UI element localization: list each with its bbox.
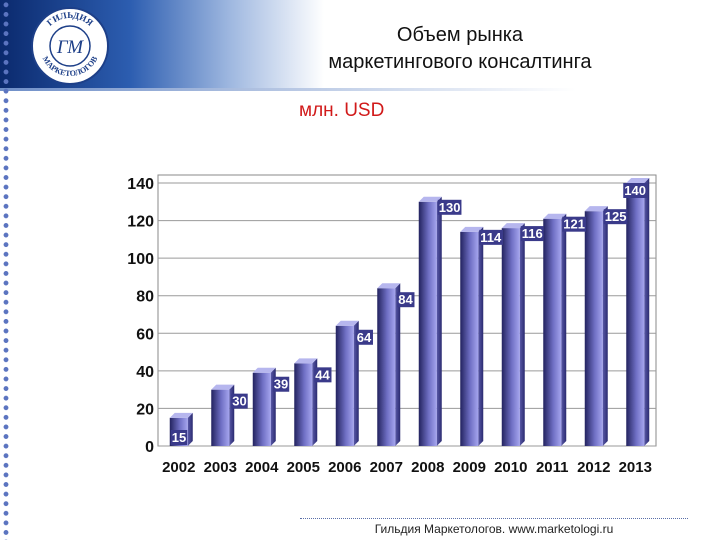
header-banner [0,0,720,88]
bar-top [501,223,525,229]
unit-label: млн. USD [299,100,385,121]
y-tick-label: 100 [127,251,154,268]
bar-side [187,412,193,446]
bar-side [353,320,359,446]
footer-divider [300,518,688,519]
bar [418,201,437,446]
data-label-bg [314,367,332,383]
title-line-2: маркетингового консалтинга [328,51,592,73]
x-tick-label: 2006 [328,459,361,476]
data-label-bg [397,292,415,308]
bar-top [460,226,484,232]
bar-top [211,384,235,390]
x-tick-label: 2002 [162,459,195,476]
bar-side [436,196,442,446]
bar [294,363,313,446]
bar-top [169,412,193,418]
data-label-bg [272,376,290,392]
data-label-bg [170,430,188,445]
bar [626,183,645,446]
y-tick-label: 40 [136,364,154,381]
bar-side [478,226,484,446]
bar [501,228,520,446]
data-label: 125 [605,209,627,224]
data-label-bg [562,216,586,232]
bar-top [418,196,442,202]
bar [377,288,396,446]
y-tick-label: 60 [136,326,154,343]
y-tick-label: 120 [127,214,154,231]
x-tick-label: 2007 [370,459,403,476]
data-label: 116 [522,226,543,241]
data-label-bg [520,226,544,242]
bar [584,211,603,446]
x-tick-label: 2004 [245,459,279,476]
bar [543,218,562,446]
data-label: 30 [232,394,246,409]
header-divider [0,88,720,91]
bar-side [602,206,608,446]
x-tick-label: 2009 [453,459,486,476]
x-tick-label: 2005 [287,459,320,476]
y-tick-label: 140 [127,176,154,193]
data-label: 121 [563,217,585,232]
data-label: 114 [480,230,502,245]
bar-side [519,223,525,446]
bar-side [395,283,401,446]
data-label: 15 [172,430,186,445]
data-label: 64 [357,330,372,345]
bar-top [626,178,650,183]
y-tick-label: 0 [145,439,154,456]
x-tick-label: 2008 [411,459,444,476]
footer-text: Гильдия Маркетологов. www.marketologi.ru [374,522,614,536]
data-label-bg [355,329,373,345]
x-tick-label: 2013 [619,459,652,476]
x-tick-label: 2010 [494,459,527,476]
bar-top [294,358,318,364]
page-title: Объем рынка маркетингового консалтинга [230,22,690,76]
x-tick-label: 2003 [204,459,237,476]
data-label-bg [623,183,647,198]
data-label-bg [603,209,628,225]
logo-monogram: ГМ [56,37,84,58]
data-label-bg [479,229,503,245]
bar-top [252,367,276,373]
bar-top [377,283,401,289]
x-tick-label: 2011 [536,459,569,476]
data-label-bg [437,199,462,215]
bar [460,231,479,446]
guild-logo: ГИЛЬДИЯ МАРКЕТОЛОГОВ ГМ [31,7,109,85]
data-label: 44 [315,367,330,382]
bar-top [335,320,359,326]
data-label: 84 [398,292,413,307]
title-line-1: Объем рынка [396,24,524,46]
bar [211,389,230,446]
bar-top [543,213,567,219]
bar [335,325,354,446]
data-label-bg [231,393,248,409]
bar-top [584,206,608,212]
data-label: 130 [439,200,461,215]
bar [252,372,271,446]
dotted-side-border [0,0,12,540]
bar-side [644,178,650,446]
y-tick-label: 20 [136,401,154,418]
data-label: 39 [274,377,288,392]
y-tick-label: 80 [136,289,154,306]
x-tick-label: 2012 [577,459,610,476]
data-label: 140 [624,183,646,198]
bar-side [561,213,567,446]
